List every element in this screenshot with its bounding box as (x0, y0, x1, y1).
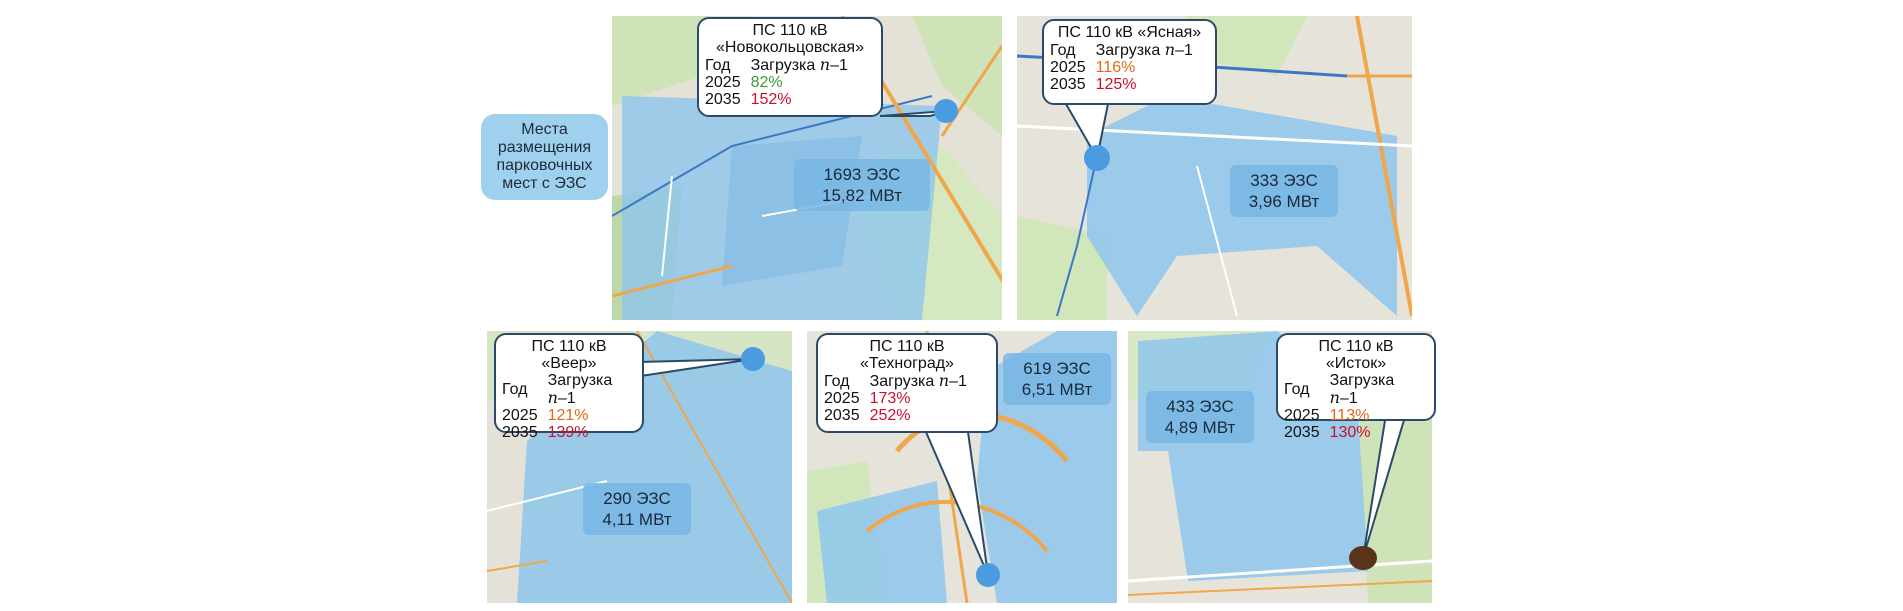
row-value: 252% (869, 407, 911, 424)
row-year: 2025 (1050, 59, 1086, 76)
ev-count: 619 ЭЗС (1023, 359, 1091, 378)
row-value: 130% (1329, 424, 1371, 441)
ev-count: 290 ЭЗС (603, 489, 671, 508)
legend-line: размещения (497, 139, 592, 156)
ev-summary-box: 1693 ЭЗС 15,82 МВт (794, 159, 930, 211)
row-year: 2035 (502, 424, 538, 441)
row-year: 2025 (1284, 407, 1320, 424)
row-year: 2025 (824, 390, 860, 407)
load-header: Загрузка n–1 (869, 371, 967, 390)
load-table: Год Загрузка n–1 2025 121% 2035 139% (502, 372, 636, 441)
substation-title: ПС 110 кВ (869, 338, 945, 355)
ev-power: 3,96 МВт (1248, 192, 1320, 211)
substation-name: «Исток» (1325, 355, 1387, 372)
ev-power: 6,51 МВт (1021, 380, 1093, 399)
substation-callout-novokoltsovskaya: ПС 110 кВ «Новокольцовская» Год Загрузка… (697, 17, 883, 117)
ev-count: 433 ЭЗС (1166, 397, 1234, 416)
ev-summary-box: 619 ЭЗС 6,51 МВт (1003, 353, 1111, 405)
substation-name: «Новокольцовская» (716, 39, 864, 56)
substation-callout-yasnaya: ПС 110 кВ «Ясная» Год Загрузка n–1 2025 … (1042, 19, 1217, 105)
substation-title: ПС 110 кВ (752, 22, 828, 39)
load-row: 2035 152% (705, 91, 860, 108)
load-row: 2025 121% (502, 407, 636, 424)
year-header: Год (824, 372, 850, 390)
load-row: 2035 139% (502, 424, 636, 441)
ev-summary-box: 433 ЭЗС 4,89 МВт (1146, 391, 1254, 443)
row-value: 125% (1095, 76, 1137, 93)
substation-name: «Веер» (541, 355, 597, 372)
legend-line: парковочных (496, 157, 593, 174)
load-row: 2025 116% (1050, 59, 1205, 76)
ev-summary-box: 290 ЭЗС 4,11 МВт (583, 483, 691, 535)
load-row: 2035 125% (1050, 76, 1205, 93)
year-header: Год (705, 56, 731, 74)
legend-line: Места (521, 121, 568, 138)
load-row: 2025 113% (1284, 407, 1428, 424)
substation-title: ПС 110 кВ «Ясная» (1057, 24, 1202, 41)
row-value: 152% (750, 91, 792, 108)
ev-count: 333 ЭЗС (1250, 171, 1318, 190)
row-value: 116% (1095, 59, 1136, 76)
load-header: Загрузка n–1 (750, 55, 848, 74)
row-year: 2035 (1050, 76, 1086, 93)
load-header: Загрузка n–1 (1095, 40, 1193, 59)
substation-callout-istok: ПС 110 кВ «Исток» Год Загрузка n–1 2025 … (1276, 333, 1436, 441)
row-value: 121% (547, 407, 589, 424)
row-year: 2025 (705, 74, 741, 91)
row-year: 2035 (824, 407, 860, 424)
load-row: 2025 173% (824, 390, 979, 407)
load-row: 2035 130% (1284, 424, 1428, 441)
row-value: 113% (1329, 407, 1370, 424)
legend-line: мест с ЭЗС (502, 175, 587, 192)
map-tile-novokoltsovskaya: 1693 ЭЗС 15,82 МВт (612, 16, 1002, 320)
substation-name: «Техноград» (860, 355, 954, 372)
ev-power: 4,89 МВт (1164, 418, 1236, 437)
year-header: Год (1050, 41, 1076, 59)
load-table: Год Загрузка n–1 2025 173% 2035 252% (824, 372, 979, 424)
row-value: 173% (869, 390, 911, 407)
ev-summary-box: 333 ЭЗС 3,96 МВт (1230, 165, 1338, 217)
substation-callout-tekhnograd: ПС 110 кВ «Техноград» Год Загрузка n–1 2… (816, 333, 998, 433)
load-header: Загрузка n–1 (547, 372, 613, 407)
substation-callout-veer: ПС 110 кВ «Веер» Год Загрузка n–1 2025 1… (494, 333, 644, 441)
row-year: 2035 (1284, 424, 1320, 441)
substation-title: ПС 110 кВ (1318, 338, 1394, 355)
row-year: 2025 (502, 407, 538, 424)
row-value: 139% (547, 424, 589, 441)
ev-power: 15,82 МВт (822, 186, 902, 205)
row-year: 2035 (705, 91, 741, 108)
load-table: Год Загрузка n–1 2025 82% 2035 152% (705, 56, 860, 108)
load-table: Год Загрузка n–1 2025 113% 2035 130% (1284, 372, 1428, 441)
load-row: 2025 82% (705, 74, 860, 91)
year-header: Год (502, 381, 528, 398)
ev-power: 4,11 МВт (602, 510, 672, 529)
load-table: Год Загрузка n–1 2025 116% 2035 125% (1050, 41, 1205, 93)
substation-title: ПС 110 кВ (531, 338, 607, 355)
load-row: 2035 252% (824, 407, 979, 424)
row-value: 82% (750, 74, 783, 91)
ev-count: 1693 ЭЗС (823, 165, 901, 184)
legend-parking-ev: Места размещения парковочных мест с ЭЗС (481, 114, 608, 200)
year-header: Год (1284, 381, 1310, 398)
load-header: Загрузка n–1 (1329, 372, 1395, 407)
